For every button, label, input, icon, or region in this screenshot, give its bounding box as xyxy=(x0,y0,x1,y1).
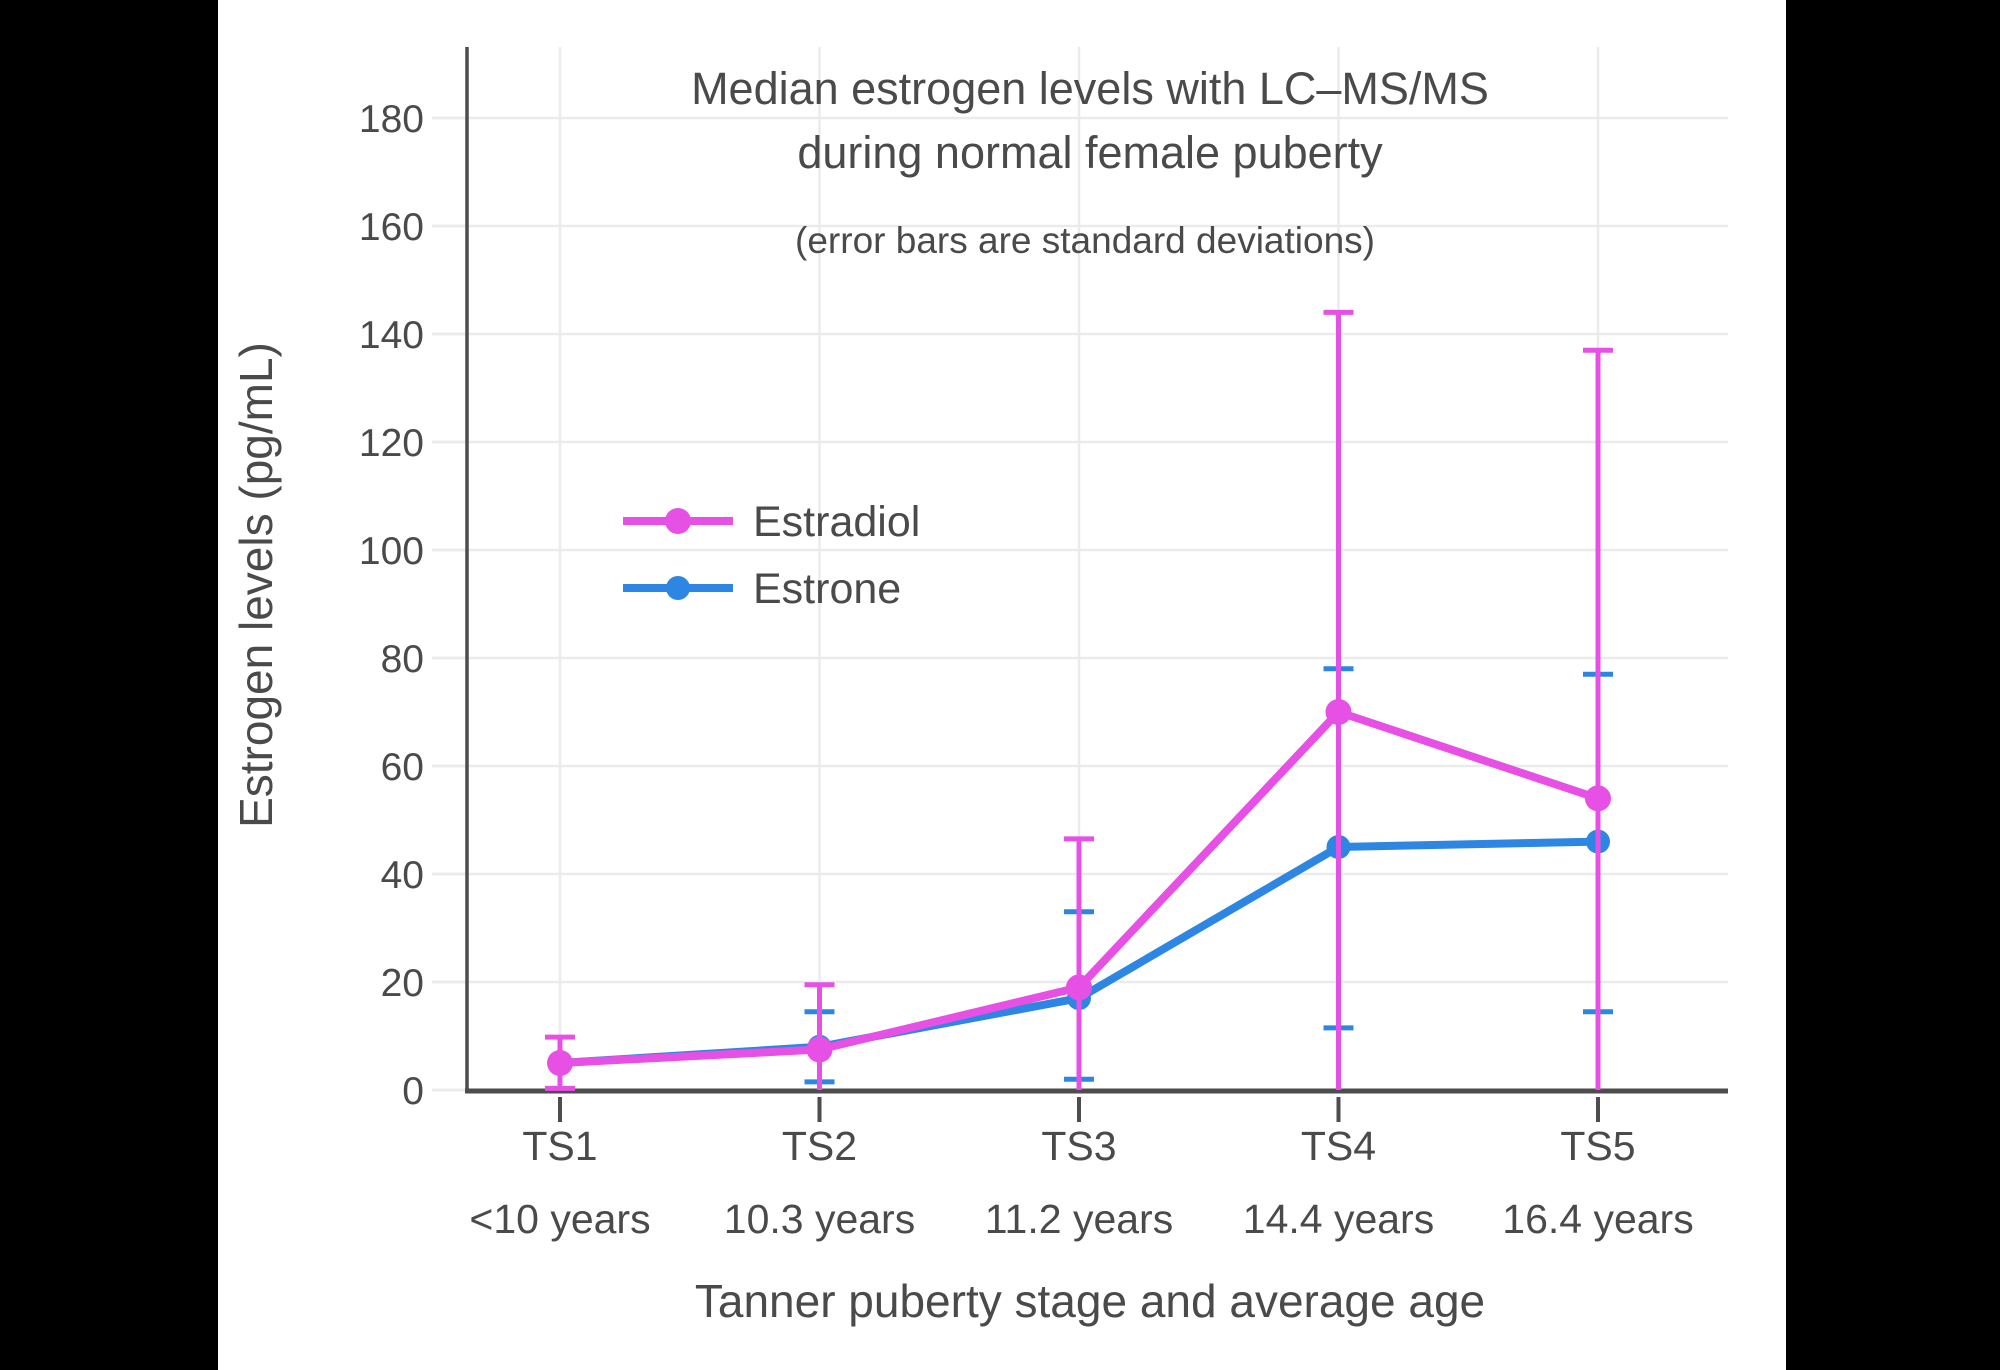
age-label-TS2: 10.3 years xyxy=(724,1196,915,1242)
estrone-legend-label: Estrone xyxy=(753,565,901,613)
legend: Estradiol Estrone xyxy=(623,498,920,613)
x-axis-title: Tanner puberty stage and average age xyxy=(695,1275,1485,1327)
xtick-label-TS5: TS5 xyxy=(1560,1123,1635,1169)
estradiol-point-TS3[interactable] xyxy=(1066,974,1092,1001)
estradiol-legend-label: Estradiol xyxy=(753,498,920,546)
chart-title-line1: Median estrogen levels with LC–MS/MS xyxy=(691,63,1489,114)
series-layer xyxy=(545,309,1613,1091)
ytick-label-140: 140 xyxy=(359,314,424,357)
legend-item-estradiol[interactable]: Estradiol xyxy=(623,498,920,546)
ytick-label-20: 20 xyxy=(381,962,424,1005)
axis-layer xyxy=(465,47,1728,1122)
xtick-label-TS3: TS3 xyxy=(1041,1123,1116,1169)
age-label-TS3: 11.2 years xyxy=(985,1196,1173,1242)
estradiol-errorbar-TS5 xyxy=(1583,347,1613,1090)
ytick-label-180: 180 xyxy=(359,98,424,141)
estradiol-point-TS1[interactable] xyxy=(547,1050,573,1076)
chart-title-line2: during normal female puberty xyxy=(797,127,1383,178)
series-estradiol xyxy=(545,309,1613,1091)
legend-item-estrone[interactable]: Estrone xyxy=(623,565,901,613)
xtick-label-TS1: TS1 xyxy=(522,1123,597,1169)
xtick-label-TS2: TS2 xyxy=(782,1123,857,1169)
age-label-TS5: 16.4 years xyxy=(1502,1196,1693,1242)
estradiol-errorbar-TS3 xyxy=(1064,836,1094,1090)
estradiol-point-TS2[interactable] xyxy=(806,1036,833,1063)
ytick-label-0: 0 xyxy=(402,1070,424,1113)
estrone-legend-marker xyxy=(666,576,690,600)
y-axis-title: Estrogen levels (pg/mL) xyxy=(230,342,282,828)
estradiol-legend-marker xyxy=(665,508,691,534)
tick-label-layer: 0 20 40 60 80 100 120 140 160 180 TS1 <10 years TS2 1… xyxy=(359,98,1694,1242)
grid-layer xyxy=(432,47,1728,1092)
ytick-label-160: 160 xyxy=(359,206,424,249)
age-label-TS4: 14.4 years xyxy=(1243,1196,1434,1242)
ytick-label-100: 100 xyxy=(359,530,424,573)
estradiol-point-TS5[interactable] xyxy=(1585,785,1611,812)
xtick-label-TS4: TS4 xyxy=(1301,1123,1376,1169)
ytick-label-40: 40 xyxy=(381,854,424,897)
estradiol-point-TS4[interactable] xyxy=(1325,699,1352,725)
ytick-label-120: 120 xyxy=(359,422,424,465)
ytick-label-80: 80 xyxy=(381,638,424,681)
age-label-TS1: <10 years xyxy=(469,1196,650,1242)
content-background xyxy=(218,0,1786,1370)
ytick-label-60: 60 xyxy=(381,746,424,789)
chart-subtitle: (error bars are standard deviations) xyxy=(795,220,1375,261)
